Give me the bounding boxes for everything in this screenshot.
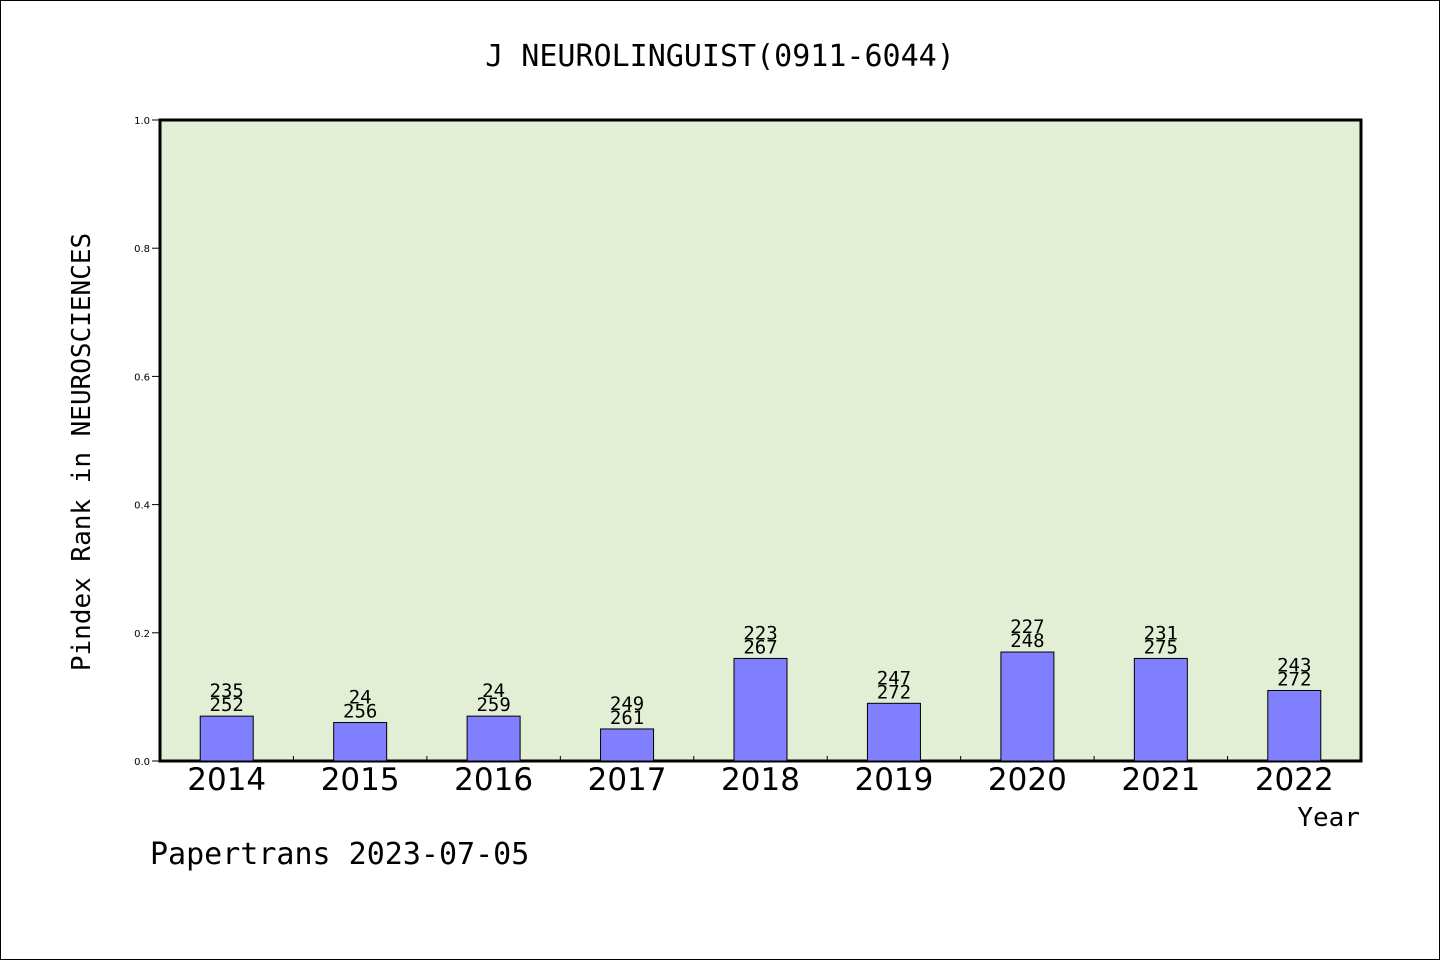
bar-2016 [466, 715, 521, 762]
bar-2020 [1000, 651, 1055, 762]
bar-label-bottom: 267 [743, 636, 777, 658]
bar-label-top: 231 [1144, 622, 1178, 644]
bar-label-bottom: 248 [1010, 630, 1044, 652]
x-axis-label: Year [1297, 803, 1360, 833]
bar-2015 [333, 722, 388, 762]
y-tick-label: 0.0 [134, 757, 150, 768]
bar-label-top: 24 [482, 680, 505, 702]
chart-title: J NEUROLINGUIST(0911-6044) [485, 39, 955, 74]
bar-label-bottom: 256 [343, 701, 377, 723]
y-tick-label: 0.4 [134, 501, 150, 512]
bar-label-bottom: 261 [610, 707, 644, 729]
x-axis-ticks: 2014 2015 2016 2017 2018 2019 2020 2021 2022 [187, 756, 1334, 798]
y-tick-label: 0.2 [134, 629, 150, 640]
bar-2017 [600, 728, 655, 762]
bar-label-top: 235 [210, 680, 244, 702]
x-tick-label: 2018 [721, 762, 800, 798]
x-tick-label: 2022 [1255, 762, 1334, 798]
bar-2018 [733, 657, 788, 762]
bar-label-top: 24 [349, 687, 372, 709]
bar-label-top: 223 [743, 622, 777, 644]
footer-watermark: Papertrans 2023-07-05 [150, 837, 529, 872]
y-tick-label: 0.6 [134, 372, 150, 383]
bar-2021 [1133, 657, 1188, 762]
bar-label-top: 249 [610, 693, 644, 715]
bar-2019 [866, 702, 921, 762]
x-tick-label: 2015 [321, 762, 400, 798]
x-tick-label: 2016 [454, 762, 533, 798]
bar-label-top: 227 [1010, 616, 1044, 638]
bar-label-bottom: 275 [1144, 636, 1178, 658]
plot-area [158, 118, 1363, 763]
y-tick-label: 1.0 [134, 116, 150, 127]
y-tick-label: 0.8 [134, 244, 150, 255]
bar-label-bottom: 252 [210, 694, 244, 716]
x-tick-label: 2014 [187, 762, 266, 798]
y-axis-ticks: 0.0 0.2 0.4 0.6 0.8 1.0 [134, 116, 160, 768]
bar-label-top: 243 [1277, 654, 1311, 676]
x-tick-label: 2021 [1121, 762, 1200, 798]
bar-label-bottom: 259 [476, 694, 510, 716]
x-tick-label: 2017 [588, 762, 667, 798]
bar-label-bottom: 272 [877, 681, 911, 703]
bar-2014 [199, 715, 254, 762]
bar-label-bottom: 272 [1277, 668, 1311, 690]
y-axis-label: Pindex Rank in NEUROSCIENCES [67, 233, 97, 671]
x-tick-label: 2019 [854, 762, 933, 798]
bar-2022 [1267, 689, 1322, 762]
bars-group [199, 651, 1322, 762]
x-tick-label: 2020 [988, 762, 1067, 798]
bar-label-top: 247 [877, 667, 911, 689]
